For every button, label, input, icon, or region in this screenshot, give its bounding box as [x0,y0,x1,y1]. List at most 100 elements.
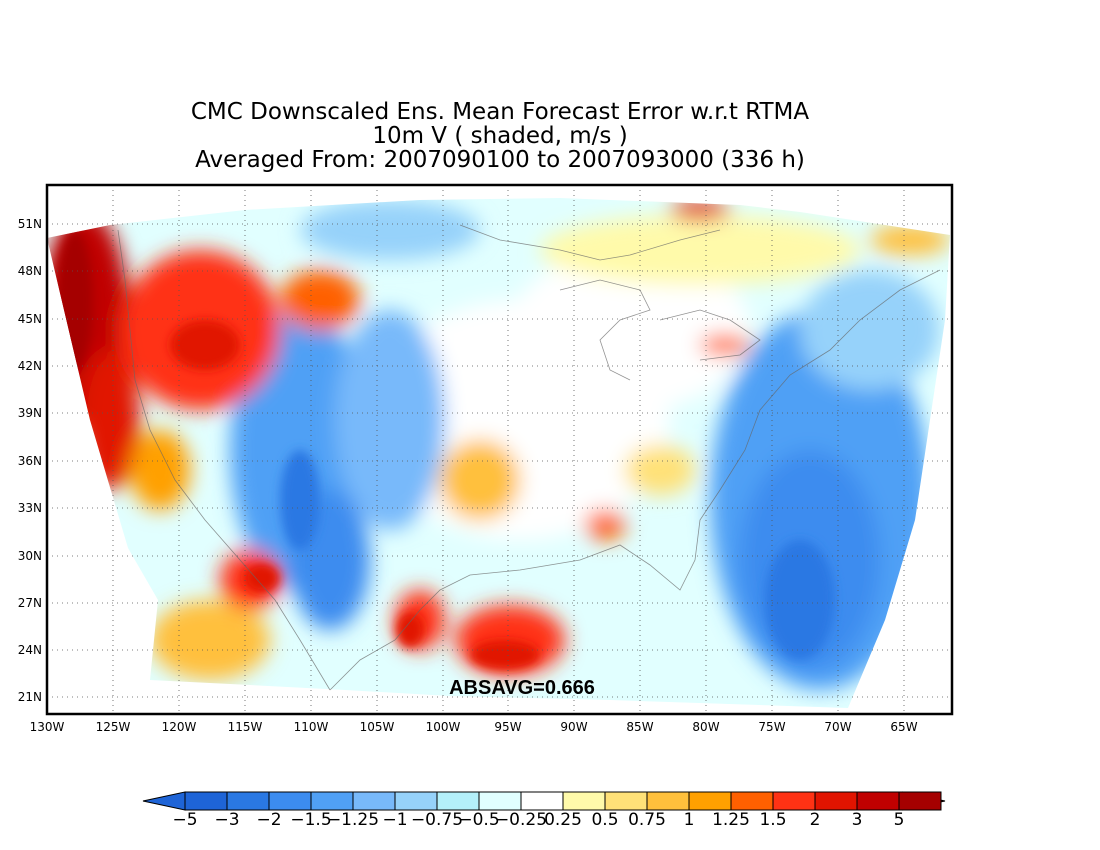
sonora-max-positive [244,563,280,593]
colorbar-box [604,791,648,811]
colorbar-box [394,791,438,811]
gulf-max-positive [470,640,540,670]
lat-label: 45N [18,312,42,326]
lon-label: 110W [294,720,329,734]
colorbar-box [520,791,564,811]
colorbar-left-arrow [142,791,186,811]
colorbar-tick-label: −5 [172,810,197,830]
tamaulipas-max-positive [396,612,424,648]
plains-negative-zone [335,310,445,530]
southern-plains-positive [440,440,520,520]
new-england-negative [800,270,940,390]
louisiana-positive [585,510,625,540]
colorbar-box [772,791,816,811]
colorbar-tick-label: −2 [256,810,281,830]
colorbar-box [184,791,228,811]
california-positive [130,430,190,510]
colorbar-box [562,791,606,811]
colorbar-box [226,791,270,811]
pacific-coastline [117,229,331,691]
hudson-bay-positive [670,200,730,220]
lon-label: 75W [758,720,785,734]
baja-pacific-positive [150,600,270,680]
absavg-statistic: ABSAVG=0.666 [449,677,595,699]
colorbar-tick-label: −1 [382,810,407,830]
lat-label: 33N [18,501,42,515]
lon-label: 95W [494,720,521,734]
colorbar-tick-label: −1.25 [327,810,379,830]
colorbar-tick-label: 0.5 [591,810,618,830]
lake-huron-erie-outline [659,309,761,361]
great-lakes-outline [559,279,651,381]
colorbar-tick-label: 3 [852,810,863,830]
colorbar-box [268,791,312,811]
oregon-max-positive [170,320,240,370]
colorbar: −5 −3 −2 −1.5−1.25 −1 −0.75−0.5−0.250.25 0.5 0.… [142,791,946,830]
lon-label: 130W [30,720,65,734]
colorbar-tick-label: −3 [214,810,239,830]
lake-erie-positive [700,335,750,355]
lat-label: 48N [18,264,42,278]
colorbar-boxes [184,791,942,811]
montana-positive [280,270,360,330]
colorbar-tick-label: 1.5 [759,810,786,830]
lat-label: 39N [18,406,42,420]
hudson-bay-outline [459,224,721,261]
colorbar-tick-label: 5 [894,810,905,830]
southeast-weak-positive [625,445,695,495]
gridlines [47,185,952,714]
lat-label: 42N [18,359,42,373]
lat-label: 30N [18,549,42,563]
lon-label: 90W [560,720,587,734]
colorbar-tick-label: 1 [684,810,695,830]
colorbar-box [856,791,900,811]
shaded-error-field [47,198,950,708]
colorbar-box [688,791,732,811]
map-frame [45,183,954,716]
lat-label: 36N [18,454,42,468]
lon-label: 65W [890,720,917,734]
title-line-2: 10m V ( shaded, m/s ) [372,123,628,149]
lon-label: 80W [692,720,719,734]
chart-title: CMC Downscaled Ens. Mean Forecast Error … [0,100,1000,172]
atlantic-max-negative [765,540,835,660]
colorbar-box [310,791,354,811]
lat-label: 51N [18,217,42,231]
quebec-positive [870,225,950,255]
canada-prairie-negative [300,200,480,260]
lon-label: 85W [626,720,653,734]
colorbar-box [730,791,774,811]
title-line-3: Averaged From: 2007090100 to 2007093000 … [195,147,805,173]
colorbar-box [436,791,480,811]
longitude-labels: 130W 125W 120W 115W 110W 105W 100W 95W 9… [30,720,918,734]
colorbar-tick-label: −1.5 [290,810,331,830]
lon-label: 120W [162,720,197,734]
colorbar-box [898,791,942,811]
great-lakes-neutral-zone [510,250,750,410]
lat-label: 24N [18,643,42,657]
lat-label: 21N [18,690,42,704]
colorbar-box [814,791,858,811]
coastlines [117,224,941,691]
colorbar-box [352,791,396,811]
lon-label: 115W [228,720,263,734]
colorbar-tick-label: −0.75 [411,810,463,830]
colorbar-tick-label: 1.25 [712,810,750,830]
colorbar-tick-label: 0.25 [544,810,582,830]
title-line-1: CMC Downscaled Ens. Mean Forecast Error … [190,99,810,125]
colorbar-tick-label: −0.25 [495,810,547,830]
colorbar-labels: −5 −3 −2 −1.5−1.25 −1 −0.75−0.5−0.250.25 0.5 0.… [172,810,904,830]
colorbar-box [478,791,522,811]
colorbar-tick-label: −0.5 [458,810,499,830]
colorbar-tick-label: 0.75 [628,810,666,830]
canada-weak-positive [540,215,860,285]
lat-label: 27N [18,596,42,610]
four-corners-max-negative [280,450,320,550]
lon-label: 100W [426,720,461,734]
lon-label: 105W [360,720,395,734]
lon-label: 125W [96,720,131,734]
lon-label: 70W [824,720,851,734]
colorbar-tick-label: 2 [810,810,821,830]
gulf-atlantic-coastline [329,269,941,691]
